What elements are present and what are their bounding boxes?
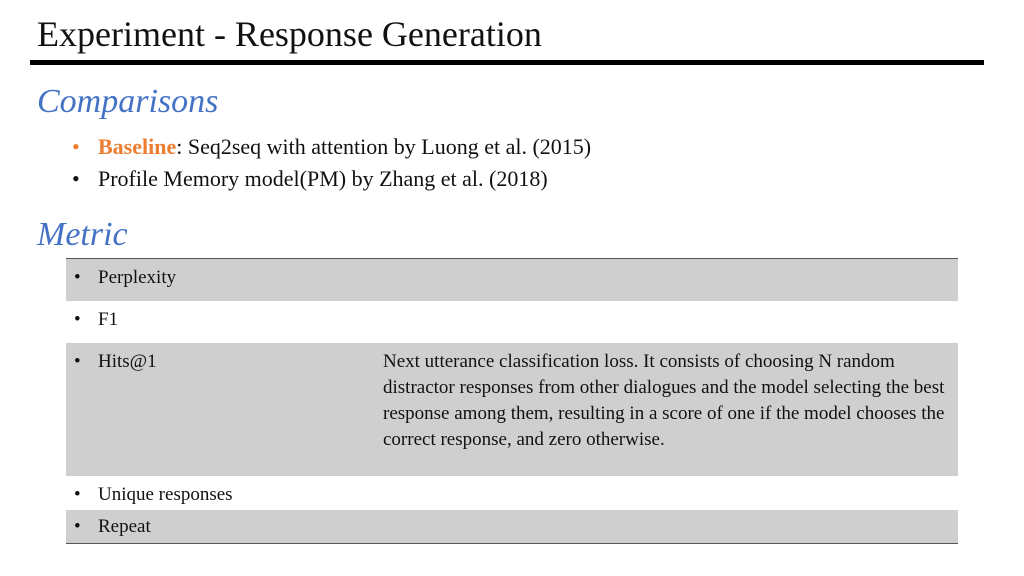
comparisons-heading: Comparisons: [37, 83, 219, 120]
bullet-icon: •: [74, 516, 81, 537]
title-underline: [30, 60, 984, 65]
bullet-icon: •: [72, 134, 80, 159]
metric-label: Hits@1: [98, 351, 157, 372]
metric-description: Next utterance classification loss. It c…: [383, 351, 945, 450]
metric-heading: Metric: [37, 216, 128, 253]
comparisons-list: • Baseline: Seq2seq with attention by Lu…: [72, 131, 591, 195]
metric-label: Perplexity: [98, 267, 177, 288]
metric-name: • Unique responses: [74, 482, 233, 508]
bullet-icon: •: [74, 309, 81, 330]
metric-row-unique-responses: • Unique responses: [66, 476, 958, 510]
metric-name: • Repeat: [74, 514, 151, 540]
metric-label: Unique responses: [98, 484, 233, 505]
metric-table: • Perplexity • F1 • Hits@1 Next utterance c…: [66, 258, 958, 544]
comparison-item-profile-memory: • Profile Memory model(PM) by Zhang et a…: [72, 163, 591, 195]
metric-row-hits-at-1: • Hits@1 Next utterance classification lo…: [66, 343, 958, 476]
baseline-label: Baseline: [98, 134, 177, 159]
metric-row-f1: • F1: [66, 301, 958, 343]
bullet-icon: •: [72, 166, 80, 191]
slide-title: Experiment - Response Generation: [37, 14, 542, 54]
metric-row-perplexity: • Perplexity: [66, 259, 958, 301]
comparison-text: : Seq2seq with attention by Luong et al.…: [176, 134, 592, 159]
metric-row-repeat: • Repeat: [66, 510, 958, 543]
bullet-icon: •: [74, 484, 81, 505]
metric-name: • F1: [74, 307, 118, 333]
bullet-icon: •: [74, 351, 81, 372]
bullet-icon: •: [74, 267, 81, 288]
comparison-item-baseline: • Baseline: Seq2seq with attention by Lu…: [72, 131, 591, 163]
metric-name: • Hits@1: [74, 349, 157, 375]
metric-label: F1: [98, 309, 119, 330]
metric-label: Repeat: [98, 516, 151, 537]
metric-name: • Perplexity: [74, 265, 176, 291]
comparison-text: Profile Memory model(PM) by Zhang et al.…: [98, 166, 548, 191]
